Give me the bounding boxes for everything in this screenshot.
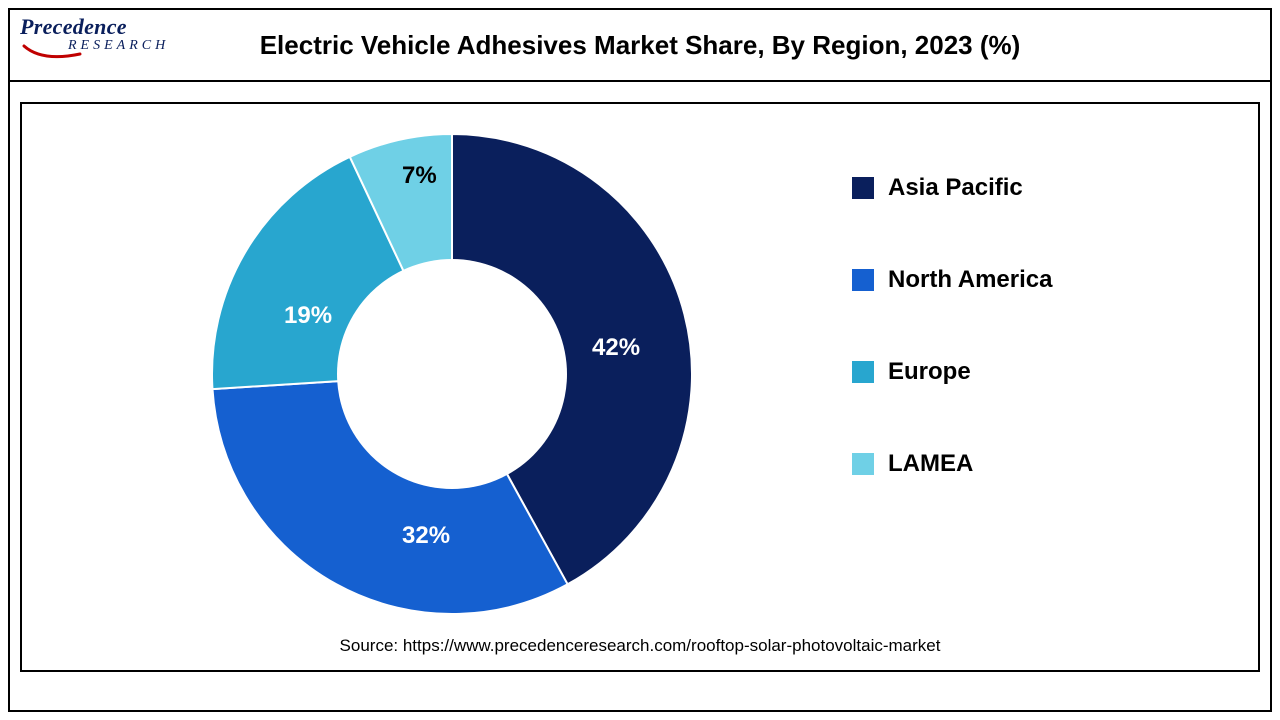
legend-swatch <box>852 361 874 383</box>
slice-label: 32% <box>402 522 450 550</box>
chart-body: 42% 32% 19% 7% Asia Pacific North America Eur… <box>20 102 1260 672</box>
slice-label: 7% <box>402 162 437 190</box>
slice-label: 42% <box>592 334 640 362</box>
header-bar: Precedence RESEARCH Electric Vehicle Adh… <box>10 10 1270 82</box>
donut-svg <box>212 134 692 614</box>
brand-logo-swoosh-icon <box>22 44 82 62</box>
legend-item: Europe <box>852 358 1212 386</box>
legend-swatch <box>852 269 874 291</box>
brand-logo-main: Precedence <box>20 16 200 38</box>
outer-frame: Precedence RESEARCH Electric Vehicle Adh… <box>8 8 1272 712</box>
legend-label: Europe <box>888 358 971 386</box>
legend-label: North America <box>888 266 1052 294</box>
brand-logo-sub: RESEARCH <box>68 38 200 54</box>
legend-swatch <box>852 453 874 475</box>
legend-item: North America <box>852 266 1212 294</box>
legend-swatch <box>852 177 874 199</box>
legend: Asia Pacific North America Europe LAMEA <box>852 174 1212 542</box>
brand-logo: Precedence RESEARCH <box>20 16 200 72</box>
source-text: Source: https://www.precedenceresearch.c… <box>22 636 1258 656</box>
legend-label: LAMEA <box>888 450 973 478</box>
legend-item: Asia Pacific <box>852 174 1212 202</box>
legend-label: Asia Pacific <box>888 174 1023 202</box>
legend-item: LAMEA <box>852 450 1212 478</box>
donut-hole <box>337 259 567 489</box>
slice-label: 19% <box>284 302 332 330</box>
donut-chart: 42% 32% 19% 7% <box>212 134 692 614</box>
